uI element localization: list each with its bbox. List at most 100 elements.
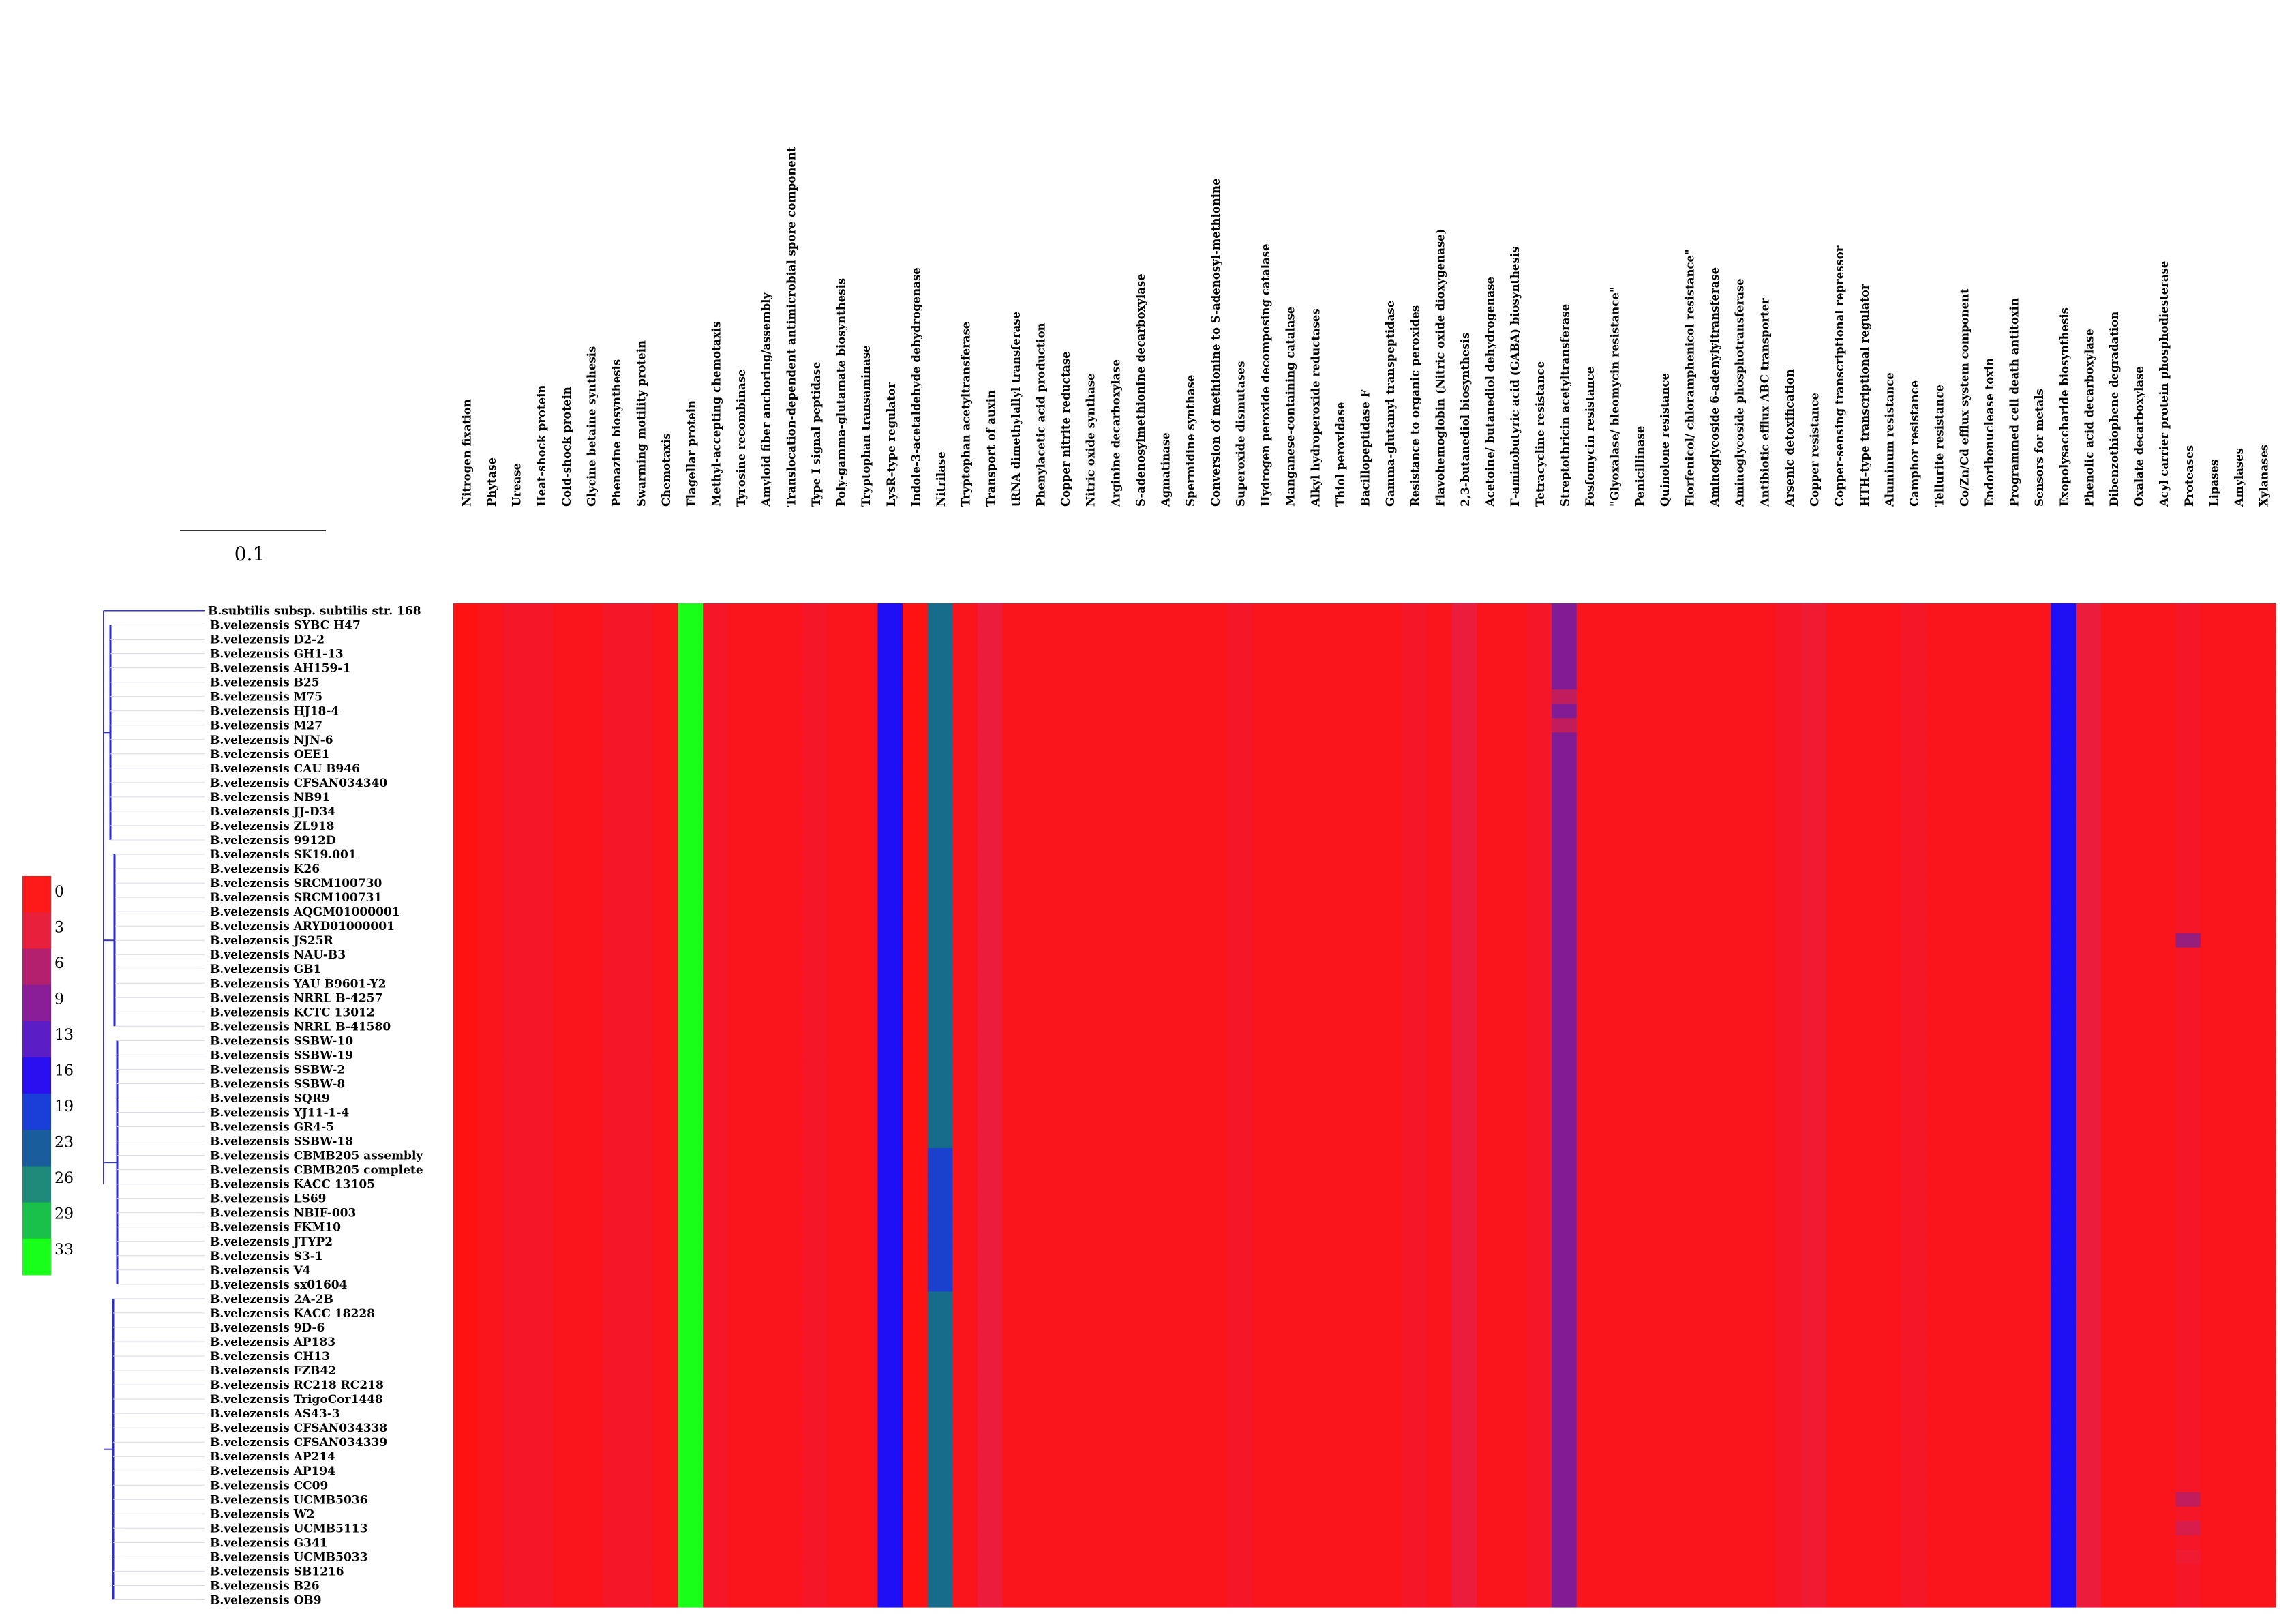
heatmap-cell [1227, 732, 1253, 747]
heatmap-cell [1376, 618, 1403, 633]
heatmap-cell [1202, 1449, 1228, 1464]
heatmap-cell [1427, 689, 1453, 704]
heatmap-cell [1851, 1220, 1877, 1235]
heatmap-cell [553, 1248, 579, 1263]
heatmap-cell [2250, 1392, 2276, 1407]
heatmap-cell [1876, 1191, 1902, 1206]
heatmap-cell [1177, 718, 1203, 733]
heatmap-cell [628, 1004, 654, 1020]
heatmap-cell [778, 618, 804, 633]
heatmap-cell [1926, 747, 1952, 762]
heatmap-cell [1327, 904, 1353, 920]
heatmap-cell [1801, 1334, 1827, 1350]
heatmap-cell [1127, 632, 1153, 647]
heatmap-cell [1052, 1177, 1078, 1192]
heatmap-cell [1202, 1392, 1228, 1407]
heatmap-cell [2201, 1191, 2227, 1206]
heatmap-cell [1751, 1463, 1777, 1479]
heatmap-cell [828, 761, 854, 776]
heatmap-cell [1701, 1119, 1727, 1134]
heatmap-cell [1027, 704, 1053, 719]
heatmap-cell [802, 1392, 828, 1407]
heatmap-cell [1301, 1205, 1328, 1220]
heatmap-cell [1177, 1191, 1203, 1206]
heatmap-cell [703, 1492, 729, 1507]
heatmap-cell [1901, 661, 1927, 676]
heatmap-cell [2250, 1019, 2276, 1034]
heatmap-cell [1127, 603, 1153, 618]
heatmap-cell [2150, 747, 2177, 762]
heatmap-cell [1152, 1506, 1178, 1522]
heatmap-cell [2201, 1205, 2227, 1220]
row-label: B.velezensis V4 [210, 1264, 311, 1278]
heatmap-cell [1102, 1090, 1128, 1106]
heatmap-cell [727, 1234, 753, 1249]
heatmap-cell [1826, 1320, 1852, 1336]
heatmap-cell [1301, 875, 1328, 891]
heatmap-cell [1402, 1047, 1428, 1063]
heatmap-cell [1976, 1090, 2002, 1106]
heatmap-cell [2100, 890, 2126, 905]
heatmap-cell [1851, 1105, 1877, 1120]
heatmap-cell [1202, 1434, 1228, 1450]
heatmap-cell [1376, 1076, 1403, 1092]
heatmap-cell [1676, 1434, 1702, 1450]
heatmap-cell [1077, 976, 1103, 991]
heatmap-cell [1976, 1191, 2002, 1206]
heatmap-cell [852, 933, 879, 948]
heatmap-cell [852, 775, 879, 790]
heatmap-cell [1801, 747, 1827, 762]
heatmap-cell [1676, 1062, 1702, 1077]
heatmap-cell [578, 689, 604, 704]
heatmap-cell [2025, 990, 2052, 1006]
heatmap-cell [1402, 1463, 1428, 1479]
heatmap-cell [2250, 1134, 2276, 1149]
heatmap-cell [1701, 618, 1727, 633]
heatmap-cell [2225, 1420, 2251, 1436]
heatmap-cell [1676, 1191, 1702, 1206]
heatmap-cell [727, 1392, 753, 1407]
heatmap-cell [852, 646, 879, 661]
heatmap-cell [778, 1463, 804, 1479]
heatmap-cell [1751, 1520, 1777, 1536]
heatmap-cell [528, 1047, 554, 1063]
heatmap-cell [1227, 1205, 1253, 1220]
heatmap-cell [877, 918, 903, 934]
heatmap-cell [1451, 1162, 1477, 1177]
heatmap-cell [852, 603, 879, 618]
heatmap-cell [828, 1263, 854, 1278]
heatmap-cell [753, 1033, 779, 1049]
heatmap-cell [1102, 1220, 1128, 1235]
heatmap-cell [1901, 1291, 1927, 1306]
heatmap-cell [1876, 1047, 1902, 1063]
heatmap-cell [1227, 1148, 1253, 1163]
heatmap-cell [1451, 1520, 1477, 1536]
heatmap-cell [952, 947, 978, 963]
heatmap-cell [1352, 603, 1378, 618]
heatmap-cell [2175, 1004, 2201, 1020]
heatmap-cell [1427, 1392, 1453, 1407]
heatmap-cell [852, 1162, 879, 1177]
heatmap-cell [1002, 761, 1028, 776]
heatmap-cell [802, 1406, 828, 1422]
heatmap-cell [528, 890, 554, 905]
heatmap-cell [1202, 1234, 1228, 1249]
heatmap-cell [1077, 904, 1103, 920]
heatmap-cell [802, 646, 828, 661]
heatmap-cell [1352, 618, 1378, 633]
heatmap-cell [802, 732, 828, 747]
heatmap-cell [1352, 718, 1378, 733]
heatmap-cell [903, 761, 929, 776]
heatmap-cell [778, 603, 804, 618]
heatmap-cell [2025, 1191, 2052, 1206]
row-label: B.velezensis SSBW-10 [210, 1034, 353, 1048]
heatmap-cell [1152, 732, 1178, 747]
heatmap-cell [1327, 1134, 1353, 1149]
heatmap-cell [2001, 1291, 2027, 1306]
heatmap-cell [952, 1162, 978, 1177]
heatmap-cell [2025, 890, 2052, 905]
heatmap-cell [1052, 603, 1078, 618]
heatmap-cell [1751, 1248, 1777, 1263]
heatmap-cell [828, 1334, 854, 1350]
heatmap-cell [1402, 1392, 1428, 1407]
